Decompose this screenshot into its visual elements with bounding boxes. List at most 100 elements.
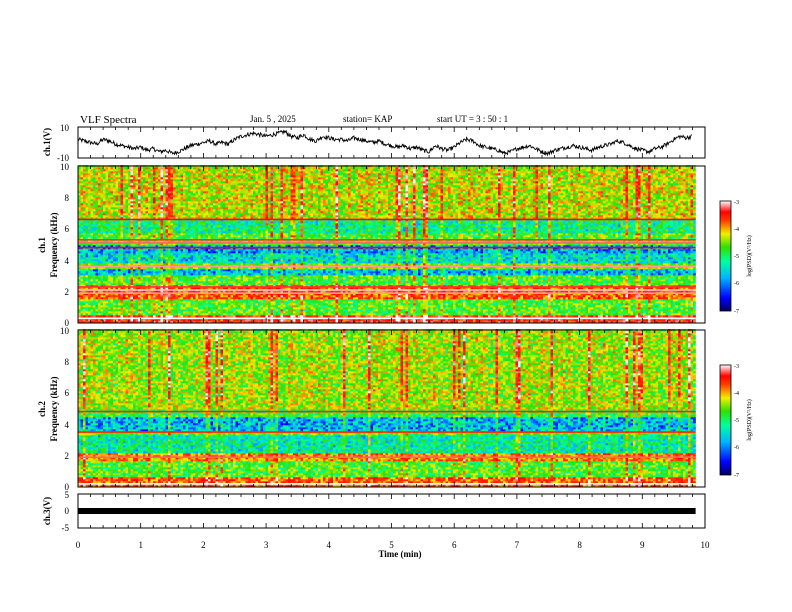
spectrogram-cell (258, 319, 261, 321)
spectrogram-cell (86, 319, 89, 321)
spectrogram-cell (263, 315, 266, 317)
spectrogram-cell (276, 319, 279, 321)
spectrogram-cell (211, 315, 214, 317)
spectrogram-cell (131, 319, 134, 321)
spectrogram-cell (358, 319, 361, 321)
spectrogram-cell (98, 315, 101, 317)
spectrogram-cell (273, 319, 276, 321)
spectrogram-cell (203, 315, 206, 317)
figure-title: VLF Spectra (80, 114, 137, 126)
spectrogram-cell (143, 319, 146, 321)
ch1-spectrogram-panel: 0 2 4 6 8 10 ch.1 Frequency (kHz) (37, 162, 705, 328)
spectrogram-cell (683, 319, 686, 321)
spectrogram-cell (91, 315, 94, 317)
spectrogram-cell (693, 319, 696, 321)
spectrogram-cell (498, 319, 501, 321)
spectrogram-cell (318, 319, 321, 321)
spectrogram-cell (308, 319, 311, 321)
spectrogram-cell (666, 319, 669, 321)
spectrogram-cell (258, 315, 261, 317)
spectrogram-cell (271, 319, 274, 321)
spectrogram-cell (156, 315, 159, 317)
spectrogram-cell (83, 319, 86, 321)
spectrogram-cell (286, 319, 289, 321)
spectrogram-cell (93, 319, 96, 321)
spectrogram-cell (571, 319, 574, 321)
spectrogram-cell (471, 319, 474, 321)
spectrogram-cell (476, 319, 479, 321)
spectrogram-cell (526, 319, 529, 321)
spectrogram-cell (268, 319, 271, 321)
spectrogram-cell (321, 319, 324, 321)
spectrogram-cell (273, 315, 276, 317)
spectrogram-cell (173, 319, 176, 321)
spectrogram-cell (271, 315, 274, 317)
spectrogram-cell (126, 315, 129, 317)
spectrogram-cell (368, 319, 371, 321)
spectrogram-cell (333, 315, 336, 317)
spectrogram-cell (118, 319, 121, 321)
spectrogram-cell (288, 315, 291, 317)
spectrogram-cell (211, 319, 214, 321)
spectrogram-cell (101, 315, 104, 317)
spectrogram-cell (531, 319, 534, 321)
spectrogram-cell (366, 319, 369, 321)
spectrogram-cell (506, 319, 509, 321)
spectrogram-cell (468, 319, 471, 321)
spectrogram-cell (308, 315, 311, 317)
spectrogram-cell (81, 315, 84, 317)
spectrogram-cell (173, 315, 176, 317)
spectrogram-cell (633, 319, 636, 321)
spectrogram-cell (338, 319, 341, 321)
spectrogram-cell (171, 319, 174, 321)
spectrogram-cell (543, 319, 546, 321)
spectrogram-cell (576, 319, 579, 321)
spectrogram-cell (583, 319, 586, 321)
spectrogram-cell (81, 319, 84, 321)
spectrogram-cell (458, 319, 461, 321)
spectrogram-cell (263, 319, 266, 321)
spectrogram-cell (351, 319, 354, 321)
spectrogram-cell (188, 319, 191, 321)
spectrogram-cell (141, 315, 144, 317)
spectrogram-cell (328, 315, 331, 317)
spectrogram-cell (206, 319, 209, 321)
spectrogram-cell (586, 319, 589, 321)
spectrogram-cell (171, 315, 174, 317)
spectrogram-cell (333, 319, 336, 321)
spectrogram-cell (223, 319, 226, 321)
spectrogram-cell (288, 319, 291, 321)
spectrogram-cell (196, 319, 199, 321)
spectrogram-cell (91, 319, 94, 321)
spectrogram-cell (278, 315, 281, 317)
spectrogram-cell (251, 319, 254, 321)
spectrogram-cell (348, 319, 351, 321)
spectrogram-cell (556, 319, 559, 321)
spectrogram-cell (293, 319, 296, 321)
spectrogram-cell (481, 319, 484, 321)
spectrogram-cell (656, 319, 659, 321)
start-ut-label: start UT = 3 : 50 : 1 (437, 114, 508, 124)
spectrogram-cell (133, 319, 136, 321)
spectrogram-cell (123, 319, 126, 321)
spectrogram-cell (581, 319, 584, 321)
spectrogram-cell (361, 319, 364, 321)
spectrogram-cell (433, 319, 436, 321)
spectrogram-cell (168, 315, 171, 317)
spectrogram-cell (326, 315, 329, 317)
spectrogram-cell (376, 319, 379, 321)
spectrogram-cell (546, 319, 549, 321)
spectrogram-cell (331, 319, 334, 321)
spectrogram-cell (536, 319, 539, 321)
spectrogram-cell (128, 315, 131, 317)
spectrogram-cell (673, 319, 676, 321)
spectrogram-cell (511, 319, 514, 321)
spectrogram-cell (426, 319, 429, 321)
spectrogram-cell (406, 319, 409, 321)
spectrogram-cell (146, 319, 149, 321)
spectrogram-cell (518, 319, 521, 321)
spectrogram-cell (253, 315, 256, 317)
spectrogram-cell (493, 319, 496, 321)
spectrogram-cell (448, 319, 451, 321)
spectrogram-cell (116, 315, 119, 317)
